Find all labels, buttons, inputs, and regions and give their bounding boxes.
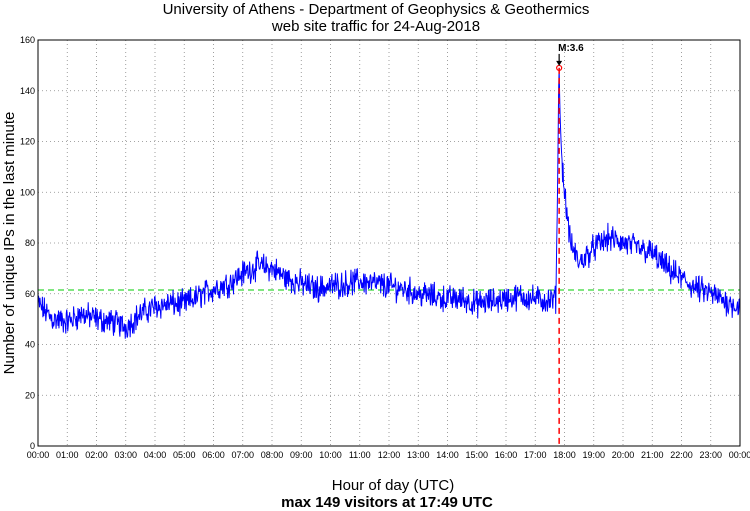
event-label: M:3.6 bbox=[558, 43, 584, 54]
y-tick-label: 40 bbox=[25, 340, 35, 350]
x-tick-label: 12:00 bbox=[378, 450, 401, 460]
y-tick-label: 60 bbox=[25, 289, 35, 299]
x-tick-label: 23:00 bbox=[699, 450, 722, 460]
y-tick-label: 160 bbox=[20, 35, 35, 45]
x-tick-label: 22:00 bbox=[670, 450, 693, 460]
x-tick-label: 05:00 bbox=[173, 450, 196, 460]
x-tick-label: 00:00 bbox=[27, 450, 50, 460]
chart-subtitle: web site traffic for 24-Aug-2018 bbox=[271, 18, 480, 35]
plot-frame bbox=[37, 39, 741, 447]
y-tick-label: 80 bbox=[25, 238, 35, 248]
x-tick-label: 21:00 bbox=[641, 450, 664, 460]
x-tick-label: 07:00 bbox=[231, 450, 254, 460]
x-tick-label: 11:00 bbox=[349, 450, 371, 460]
y-tick-label: 140 bbox=[20, 86, 35, 96]
x-tick-label: 16:00 bbox=[495, 450, 518, 460]
x-tick-label: 10:00 bbox=[319, 450, 342, 460]
x-axis-ticks: 00:00 01:00 02:00 03:00 04:00 05:00 06:00 07:00… bbox=[27, 450, 750, 460]
chart-title: University of Athens - Department of Geo… bbox=[163, 1, 590, 18]
x-tick-label: 00:00 bbox=[729, 450, 750, 460]
x-tick-label: 08:00 bbox=[261, 450, 284, 460]
x-axis-label: Hour of day (UTC) bbox=[332, 477, 455, 494]
event-arrowhead bbox=[556, 60, 563, 66]
x-tick-label: 06:00 bbox=[202, 450, 225, 460]
y-axis-ticks: 0 20 40 60 80 100 120 140 160 bbox=[20, 35, 35, 451]
y-tick-label: 120 bbox=[20, 137, 35, 147]
traffic-series-line bbox=[37, 67, 741, 339]
y-tick-label: 100 bbox=[20, 187, 35, 197]
x-tick-label: 09:00 bbox=[290, 450, 313, 460]
max-visitors-note: max 149 visitors at 17:49 UTC bbox=[281, 494, 493, 511]
y-axis-label: Number of unique IPs in the last minute bbox=[1, 112, 18, 375]
x-tick-label: 13:00 bbox=[407, 450, 430, 460]
x-tick-label: 04:00 bbox=[144, 450, 167, 460]
x-tick-label: 17:00 bbox=[524, 450, 547, 460]
x-tick-label: 14:00 bbox=[436, 450, 459, 460]
y-tick-label: 0 bbox=[30, 441, 35, 451]
y-tick-label: 20 bbox=[25, 390, 35, 400]
x-tick-label: 15:00 bbox=[465, 450, 488, 460]
x-tick-label: 03:00 bbox=[114, 450, 137, 460]
x-tick-label: 18:00 bbox=[553, 450, 576, 460]
x-tick-label: 01:00 bbox=[56, 450, 79, 460]
x-tick-label: 19:00 bbox=[582, 450, 605, 460]
x-tick-label: 02:00 bbox=[85, 450, 108, 460]
x-tick-label: 20:00 bbox=[612, 450, 635, 460]
